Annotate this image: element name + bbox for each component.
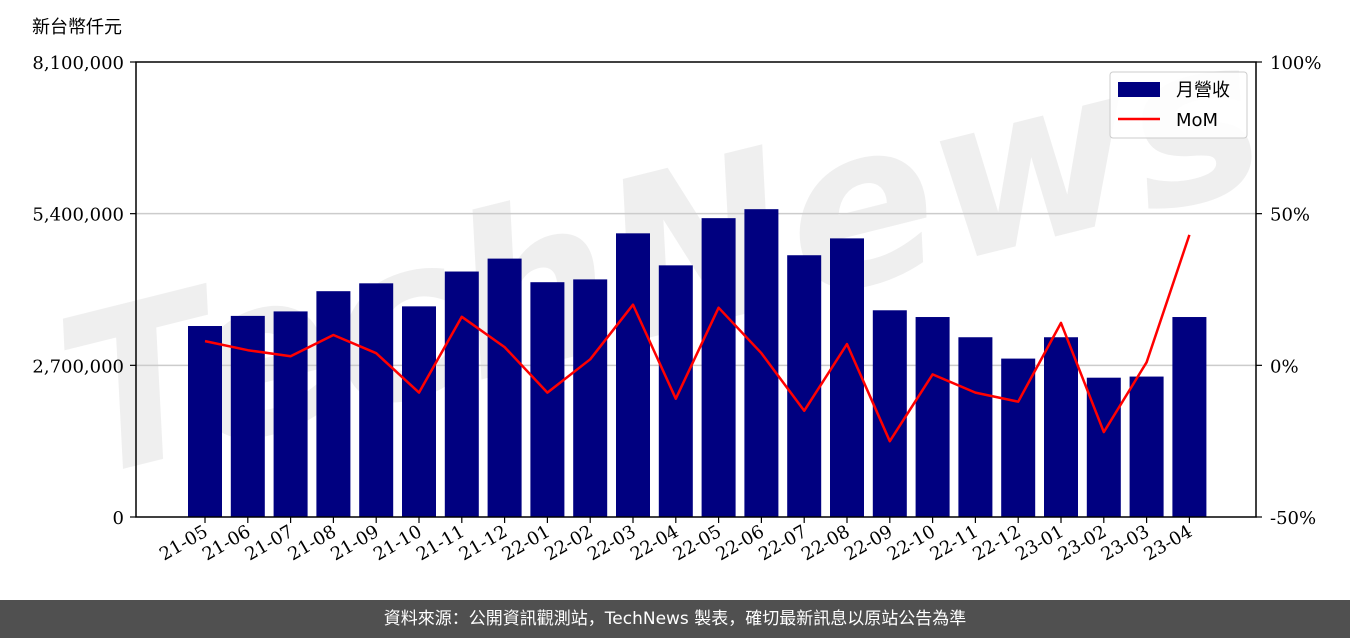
bar-21-05 xyxy=(188,326,222,517)
x-tick-label: 22-02 xyxy=(541,521,596,565)
bar-22-11 xyxy=(958,337,993,517)
mom-line-layer xyxy=(204,234,1191,443)
x-tick-label: 22-09 xyxy=(841,521,896,565)
right-tick-label: -50% xyxy=(1270,508,1316,529)
left-axis-unit-label: 新台幣仟元 xyxy=(32,17,122,38)
x-tick-label: 21-07 xyxy=(242,521,297,565)
legend: 月營收 MoM xyxy=(1109,71,1248,139)
x-tick-label: 22-06 xyxy=(712,521,767,565)
legend-label-revenue: 月營收 xyxy=(1176,80,1230,101)
bar-22-08 xyxy=(830,238,864,517)
x-tick-label: 21-12 xyxy=(456,521,511,565)
source-footer: 資料來源：公開資訊觀測站，TechNews 製表，確切最新訊息以原站公告為準 xyxy=(0,600,1350,638)
bar-21-11 xyxy=(444,271,479,517)
bar-21-10 xyxy=(402,306,436,517)
bar-23-03 xyxy=(1129,376,1164,517)
bar-22-07 xyxy=(787,255,822,518)
bar-22-01 xyxy=(530,282,565,517)
plot-frame xyxy=(135,61,1257,518)
x-tick-label: 23-02 xyxy=(1055,521,1110,565)
x-tick-label: 21-08 xyxy=(284,521,339,565)
x-tick-label: 22-11 xyxy=(926,521,981,565)
bar-21-12 xyxy=(487,258,522,517)
left-tick-label: 8,100,000 xyxy=(32,53,124,74)
bar-22-02 xyxy=(573,279,608,517)
x-tick-label: 21-11 xyxy=(413,521,468,565)
x-tick-label: 22-07 xyxy=(755,521,810,565)
x-tick-label: 23-01 xyxy=(1012,521,1067,565)
left-tick-label: 5,400,000 xyxy=(32,205,124,226)
legend-label-mom: MoM xyxy=(1176,110,1218,131)
bars xyxy=(188,209,1207,518)
x-tick-label: 21-10 xyxy=(370,521,425,565)
x-tick-label: 21-06 xyxy=(199,521,254,565)
right-tick-label: 100% xyxy=(1270,53,1321,74)
bar-22-03 xyxy=(616,233,650,518)
right-tick-label: 50% xyxy=(1270,205,1310,226)
mom-line xyxy=(204,234,1191,443)
source-note: 資料來源：公開資訊觀測站，TechNews 製表，確切最新訊息以原站公告為準 xyxy=(383,609,967,629)
bar-23-01 xyxy=(1044,337,1078,517)
x-tick-label: 22-01 xyxy=(498,521,553,565)
x-tick-label: 22-03 xyxy=(584,521,639,565)
bar-21-07 xyxy=(273,311,308,517)
x-tick-label: 21-09 xyxy=(327,521,382,565)
bar-23-04 xyxy=(1172,317,1207,517)
x-tick-label: 23-04 xyxy=(1140,521,1195,565)
bar-22-12 xyxy=(1001,358,1036,517)
x-tick-label: 23-03 xyxy=(1098,521,1153,565)
x-tick-label: 22-05 xyxy=(670,521,725,565)
bar-22-04 xyxy=(658,265,693,517)
bar-22-06 xyxy=(744,209,779,517)
bar-21-06 xyxy=(230,315,265,517)
legend-swatch-revenue xyxy=(1118,82,1160,97)
bar-22-05 xyxy=(701,218,736,517)
bar-21-09 xyxy=(359,283,394,517)
left-tick-label: 2,700,000 xyxy=(32,356,124,377)
x-tick-label: 21-05 xyxy=(156,521,211,565)
bar-22-10 xyxy=(915,317,950,517)
right-tick-label: 0% xyxy=(1270,356,1299,377)
bar-21-08 xyxy=(316,291,351,517)
x-tick-label: 22-10 xyxy=(884,521,939,565)
left-tick-label: 0 xyxy=(113,508,124,529)
x-tick-label: 22-12 xyxy=(969,521,1024,565)
x-tick-label: 22-08 xyxy=(798,521,853,565)
x-tick-label: 22-04 xyxy=(627,521,682,565)
chart: TechNews 02,700,0005,400,0008,100,000-50… xyxy=(32,0,1321,565)
